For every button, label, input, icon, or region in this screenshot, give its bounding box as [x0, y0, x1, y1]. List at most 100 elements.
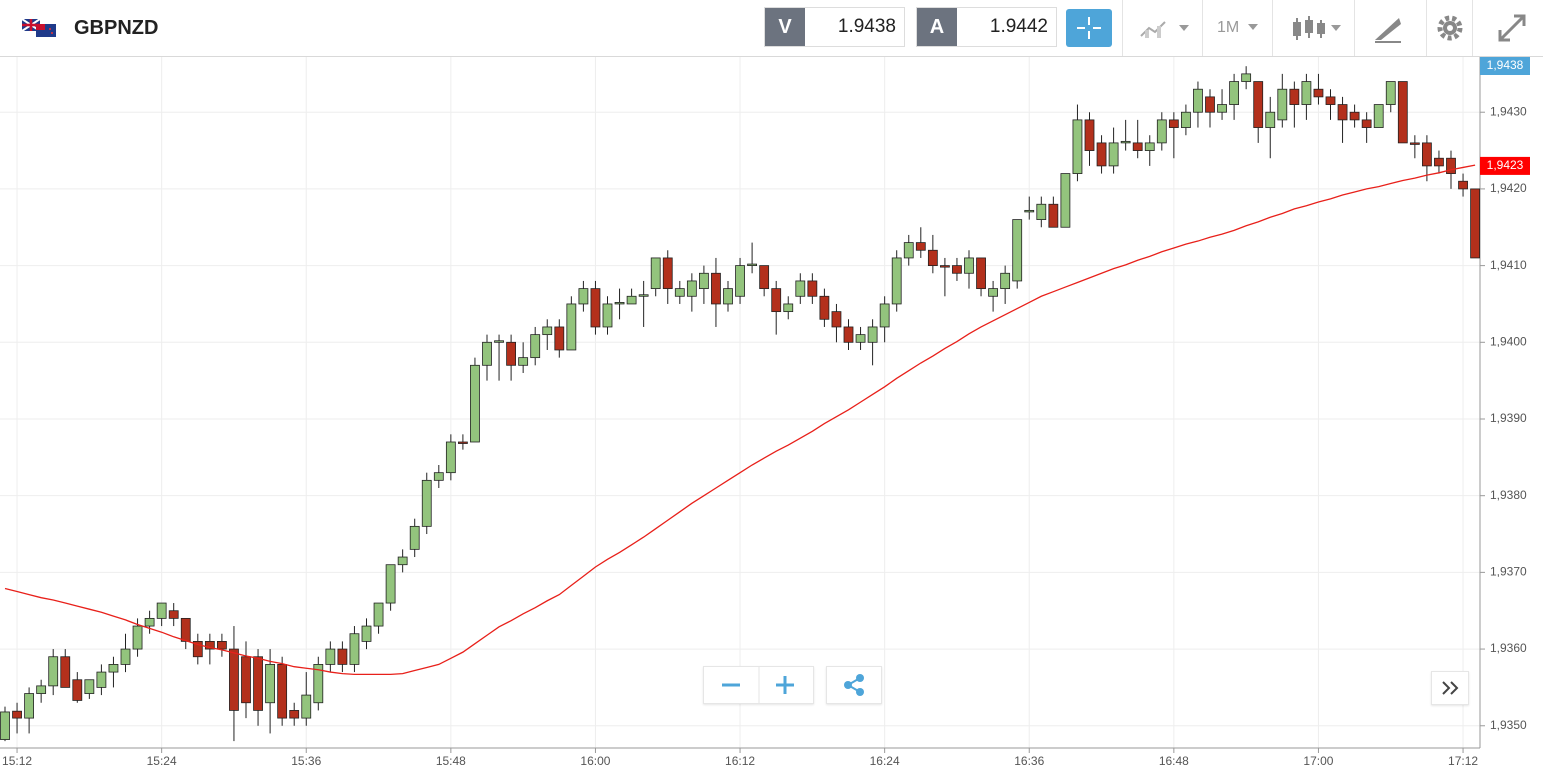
candle-body [843, 326, 854, 343]
y-tick-label: 1,9420 [1490, 181, 1527, 195]
price-tag [1480, 57, 1530, 75]
settings-button[interactable] [1426, 0, 1473, 56]
candle-body [578, 288, 589, 305]
x-tick-label: 15:12 [2, 754, 32, 768]
candle-body [397, 556, 408, 566]
candle-body [518, 357, 529, 366]
candle-body [289, 710, 300, 719]
candle-body [831, 311, 842, 328]
candle-body [84, 679, 95, 694]
candle-body [1168, 119, 1179, 128]
timeframe-button[interactable]: 1M [1202, 0, 1273, 56]
candle-body [1181, 111, 1191, 128]
crosshair-button[interactable] [1066, 9, 1112, 47]
candle-body [1301, 81, 1312, 105]
draw-button[interactable] [1354, 0, 1427, 56]
candle-body [1096, 142, 1107, 167]
x-tick-label: 15:36 [291, 754, 321, 768]
candle-body [903, 242, 914, 259]
share-button[interactable] [826, 666, 882, 704]
candle-body [1108, 142, 1119, 167]
sell-box[interactable]: V 1.9438 [764, 7, 905, 47]
candle-body [747, 263, 757, 267]
candle-body [506, 341, 517, 366]
candle-body [1373, 104, 1384, 128]
candles-button[interactable] [1272, 0, 1355, 56]
candle-body [1036, 203, 1047, 220]
candle-body [891, 257, 902, 305]
candle-body [940, 265, 950, 268]
fullscreen-button[interactable] [1472, 0, 1543, 56]
candle-body [1434, 157, 1444, 167]
candle-body [156, 602, 167, 619]
draw-icon [1375, 18, 1401, 43]
candle-body [1277, 88, 1288, 121]
candle-body [590, 288, 601, 328]
zoom-icons[interactable] [704, 667, 813, 703]
x-tick-label: 15:48 [436, 754, 466, 768]
candle-body [144, 617, 155, 627]
candle-body [445, 441, 456, 474]
dropdown-arrow [1248, 24, 1258, 30]
symbol: GBPNZD [74, 17, 159, 39]
candle-body [168, 610, 179, 619]
candle-body [132, 625, 143, 650]
candle-body [723, 288, 733, 305]
candle-body [626, 295, 637, 305]
candle-body [1144, 142, 1155, 151]
y-tick-label: 1,9370 [1490, 565, 1527, 579]
candle-body [1361, 119, 1372, 128]
x-tick-label: 16:48 [1159, 754, 1189, 768]
candle-body [24, 693, 35, 719]
y-tick-label: 1,9410 [1490, 258, 1527, 272]
price-tag-label: 1,9438 [1487, 58, 1524, 72]
candle-body [325, 648, 336, 665]
candle-body [795, 280, 806, 297]
y-tick-label: 1,9360 [1490, 641, 1527, 655]
x-tick-label: 16:36 [1014, 754, 1044, 768]
candle-body [819, 295, 830, 320]
y-tick-label: 1,9350 [1490, 718, 1527, 732]
candle-body [1156, 119, 1167, 144]
candle-body [313, 664, 324, 704]
candle-body [1313, 88, 1324, 98]
candle-body [482, 341, 492, 366]
price-tag-label: 1,9423 [1487, 158, 1524, 172]
chart-type-button[interactable] [1122, 0, 1203, 56]
toolbar: GBPNZD V 1.9438 A 1.9442 1M [0, 0, 1543, 57]
candle-body [1446, 157, 1456, 174]
candle-body [1048, 203, 1059, 228]
chart-type-icon [1140, 21, 1189, 38]
candle-body [253, 656, 263, 711]
candle-body [1409, 142, 1420, 145]
candle-body [241, 656, 251, 704]
candle-body [1000, 272, 1011, 290]
candle-body [1217, 104, 1227, 113]
y-tick-label: 1,9400 [1490, 334, 1527, 348]
candle-body [1084, 119, 1095, 151]
share-icon [844, 674, 864, 696]
candle-body [470, 364, 480, 443]
candle-body [807, 280, 818, 297]
candle-body [1120, 140, 1131, 144]
candle-body [927, 249, 938, 267]
candle-body [60, 656, 71, 688]
x-tick-label: 16:12 [725, 754, 755, 768]
buy-box[interactable]: A 1.9442 [916, 7, 1057, 47]
candle-body [735, 265, 745, 297]
buy-price: 1.9442 [989, 16, 1048, 37]
candle-body [976, 257, 986, 290]
candle-body [964, 257, 974, 274]
candle-body [1385, 81, 1396, 105]
candle-body [494, 340, 504, 343]
candle-body [783, 303, 794, 313]
candle-body [554, 326, 565, 351]
chart: 1,9350 1,9360 1,9370 1,9380 1,9390 1,9400 1,94… [0, 57, 1530, 768]
sell-label: V [765, 8, 805, 46]
candle-body [879, 303, 890, 328]
fullscreen-icon [1498, 14, 1526, 42]
scroll-end-button[interactable] [1431, 671, 1469, 705]
candle-body [867, 326, 878, 343]
candle-body [48, 656, 59, 687]
candle-body [1422, 142, 1432, 167]
